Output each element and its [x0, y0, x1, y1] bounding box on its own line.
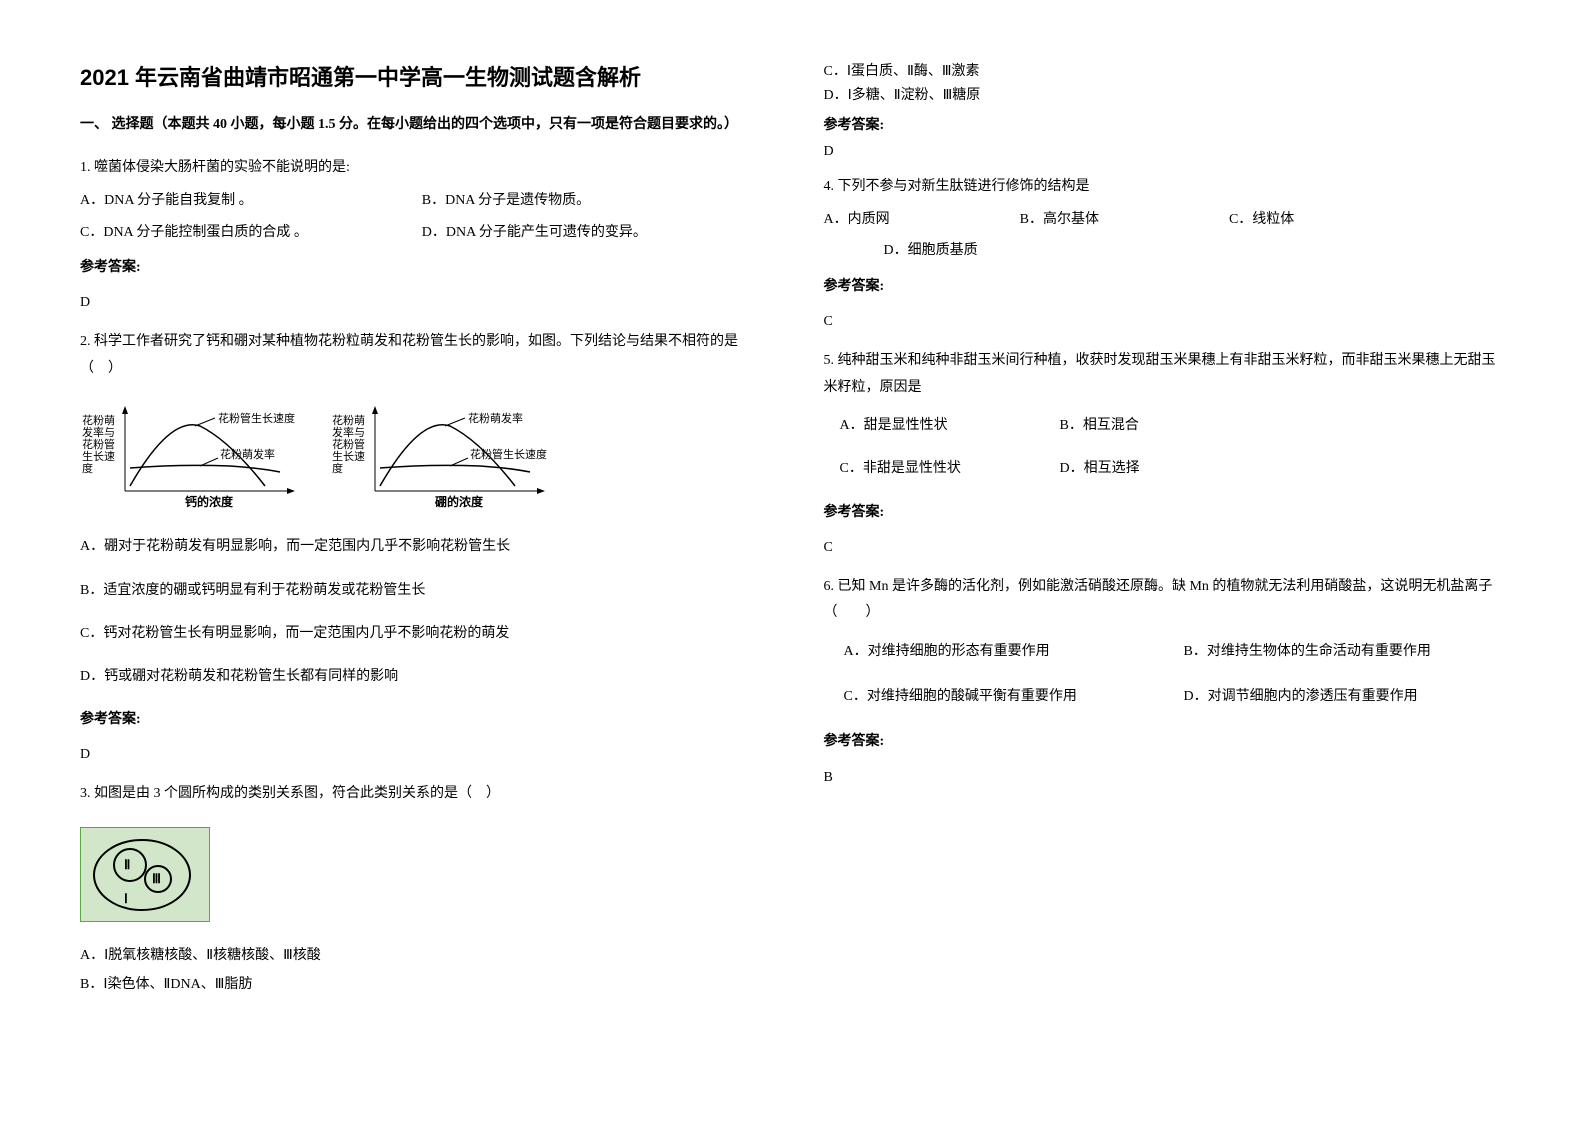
- chart-boron: 花粉萌 发率与 花粉管 生长速 度 花粉萌发率 花粉管生长速度 硼的浓度: [330, 396, 550, 516]
- q6-option-a: A．对维持细胞的形态有重要作用: [844, 639, 1184, 664]
- q3-answer-label: 参考答案:: [824, 114, 1508, 134]
- q4-option-c: C．线粒体: [1229, 207, 1294, 232]
- svg-text:发率与: 发率与: [82, 425, 115, 439]
- exam-title: 2021 年云南省曲靖市昭通第一中学高一生物测试题含解析: [80, 60, 764, 92]
- svg-text:生长速: 生长速: [332, 449, 365, 463]
- q3-option-d: D．Ⅰ多糖、Ⅱ淀粉、Ⅲ糖原: [824, 84, 1508, 104]
- left-column: 2021 年云南省曲靖市昭通第一中学高一生物测试题含解析 一、 选择题（本题共 …: [80, 60, 764, 1007]
- q2-answer-label: 参考答案:: [80, 707, 764, 732]
- svg-text:花粉管: 花粉管: [82, 437, 115, 451]
- svg-text:花粉萌: 花粉萌: [332, 413, 365, 427]
- svg-text:花粉管: 花粉管: [332, 437, 365, 451]
- svg-text:花粉管生长速度: 花粉管生长速度: [470, 447, 547, 461]
- q4-answer-label: 参考答案:: [824, 274, 1508, 299]
- q2-option-d: D．钙或硼对花粉萌发和花粉管生长都有同样的影响: [80, 664, 764, 689]
- q5-answer-label: 参考答案:: [824, 500, 1508, 525]
- q6-options: A．对维持细胞的形态有重要作用 B．对维持生物体的生命活动有重要作用 C．对维持…: [824, 639, 1508, 709]
- q3-option-c: C．Ⅰ蛋白质、Ⅱ酶、Ⅲ激素: [824, 60, 1508, 80]
- q1-answer-label: 参考答案:: [80, 255, 764, 280]
- q3-option-b: B．Ⅰ染色体、ⅡDNA、Ⅲ脂肪: [80, 972, 764, 997]
- question-6: 6. 已知 Mn 是许多酶的活化剂，例如能激活硝酸还原酶。缺 Mn 的植物就无法…: [824, 574, 1508, 790]
- question-1: 1. 噬菌体侵染大肠杆菌的实验不能说明的是: A．DNA 分子能自我复制 。 B…: [80, 155, 764, 315]
- q5-option-c: C．非甜是显性性状: [840, 456, 1060, 481]
- svg-text:Ⅲ: Ⅲ: [152, 871, 161, 886]
- section-header: 一、 选择题（本题共 40 小题，每小题 1.5 分。在每小题给出的四个选项中，…: [80, 112, 764, 137]
- q1-row2: C．DNA 分子能控制蛋白质的合成 。 D．DNA 分子能产生可遗传的变异。: [80, 220, 764, 245]
- q1-option-b: B．DNA 分子是遗传物质。: [422, 188, 764, 213]
- q4-answer: C: [824, 309, 1508, 334]
- q5-option-d: D．相互选择: [1060, 456, 1140, 481]
- q5-option-b: B．相互混合: [1060, 413, 1139, 438]
- svg-text:花粉萌发率: 花粉萌发率: [220, 447, 275, 461]
- q3-option-a: A．Ⅰ脱氧核糖核酸、Ⅱ核糖核酸、Ⅲ核酸: [80, 943, 764, 968]
- q4-option-d: D．细胞质基质: [884, 238, 1508, 263]
- svg-text:度: 度: [332, 461, 343, 475]
- svg-text:度: 度: [82, 461, 93, 475]
- q5-row2: C．非甜是显性性状 D．相互选择: [840, 456, 1508, 481]
- question-5: 5. 纯种甜玉米和纯种非甜玉米间行种植，收获时发现甜玉米果穗上有非甜玉米籽粒，而…: [824, 348, 1508, 560]
- svg-text:发率与: 发率与: [332, 425, 365, 439]
- q6-row2: C．对维持细胞的酸碱平衡有重要作用 D．对调节细胞内的渗透压有重要作用: [844, 684, 1508, 709]
- chart-calcium: 花粉萌 发率与 花粉管 生长速 度 花粉管生长速度 花粉萌发率 钙的浓度: [80, 396, 300, 516]
- q5-row1: A．甜是显性性状 B．相互混合: [840, 413, 1508, 438]
- q6-option-c: C．对维持细胞的酸碱平衡有重要作用: [844, 684, 1184, 709]
- q6-row1: A．对维持细胞的形态有重要作用 B．对维持生物体的生命活动有重要作用: [844, 639, 1508, 664]
- question-2: 2. 科学工作者研究了钙和硼对某种植物花粉粒萌发和花粉管生长的影响，如图。下列结…: [80, 329, 764, 767]
- q1-text: 1. 噬菌体侵染大肠杆菌的实验不能说明的是:: [80, 155, 764, 180]
- svg-text:花粉萌发率: 花粉萌发率: [468, 411, 523, 425]
- q2-answer: D: [80, 742, 764, 767]
- svg-text:生长速: 生长速: [82, 449, 115, 463]
- q1-option-c: C．DNA 分子能控制蛋白质的合成 。: [80, 220, 422, 245]
- svg-text:花粉管生长速度: 花粉管生长速度: [218, 411, 295, 425]
- q4-option-b: B．高尔基体: [1020, 207, 1099, 232]
- q2-text: 2. 科学工作者研究了钙和硼对某种植物花粉粒萌发和花粉管生长的影响，如图。下列结…: [80, 329, 764, 382]
- svg-text:硼的浓度: 硼的浓度: [435, 494, 484, 509]
- q2-options: A．硼对于花粉萌发有明显影响，而一定范围内几乎不影响花粉管生长 B．适宜浓度的硼…: [80, 534, 764, 689]
- q5-text: 5. 纯种甜玉米和纯种非甜玉米间行种植，收获时发现甜玉米果穗上有非甜玉米籽粒，而…: [824, 348, 1508, 401]
- question-3: 3. 如图是由 3 个圆所构成的类别关系图，符合此类别关系的是（ ） Ⅱ Ⅲ Ⅰ…: [80, 781, 764, 997]
- right-column: C．Ⅰ蛋白质、Ⅱ酶、Ⅲ激素 D．Ⅰ多糖、Ⅱ淀粉、Ⅲ糖原 参考答案: D 4. 下…: [824, 60, 1508, 1007]
- venn-diagram: Ⅱ Ⅲ Ⅰ: [80, 827, 210, 922]
- question-4: 4. 下列不参与对新生肽链进行修饰的结构是 A．内质网 B．高尔基体 C．线粒体…: [824, 174, 1508, 334]
- q1-row1: A．DNA 分子能自我复制 。 B．DNA 分子是遗传物质。: [80, 188, 764, 213]
- q2-option-b: B．适宜浓度的硼或钙明显有利于花粉萌发或花粉管生长: [80, 578, 764, 603]
- q1-option-a: A．DNA 分子能自我复制 。: [80, 188, 422, 213]
- q4-text: 4. 下列不参与对新生肽链进行修饰的结构是: [824, 174, 1508, 199]
- q6-answer: B: [824, 765, 1508, 790]
- svg-text:Ⅰ: Ⅰ: [124, 891, 128, 906]
- q3-answer: D: [824, 144, 1508, 160]
- page-container: 2021 年云南省曲靖市昭通第一中学高一生物测试题含解析 一、 选择题（本题共 …: [80, 60, 1507, 1007]
- q6-option-d: D．对调节细胞内的渗透压有重要作用: [1184, 684, 1418, 709]
- q5-answer: C: [824, 535, 1508, 560]
- q6-text: 6. 已知 Mn 是许多酶的活化剂，例如能激活硝酸还原酶。缺 Mn 的植物就无法…: [824, 574, 1508, 627]
- q4-options-row: A．内质网 B．高尔基体 C．线粒体: [824, 207, 1508, 232]
- q3-text: 3. 如图是由 3 个圆所构成的类别关系图，符合此类别关系的是（ ）: [80, 781, 764, 806]
- q1-option-d: D．DNA 分子能产生可遗传的变异。: [422, 220, 764, 245]
- q1-answer: D: [80, 290, 764, 315]
- q2-option-c: C．钙对花粉管生长有明显影响，而一定范围内几乎不影响花粉的萌发: [80, 621, 764, 646]
- q4-option-a: A．内质网: [824, 207, 890, 232]
- q2-option-a: A．硼对于花粉萌发有明显影响，而一定范围内几乎不影响花粉管生长: [80, 534, 764, 559]
- svg-text:花粉萌: 花粉萌: [82, 413, 115, 427]
- svg-text:Ⅱ: Ⅱ: [124, 857, 130, 872]
- svg-text:钙的浓度: 钙的浓度: [185, 494, 234, 509]
- chart-container: 花粉萌 发率与 花粉管 生长速 度 花粉管生长速度 花粉萌发率 钙的浓度: [80, 396, 764, 516]
- q6-answer-label: 参考答案:: [824, 729, 1508, 754]
- q5-option-a: A．甜是显性性状: [840, 413, 1060, 438]
- q6-option-b: B．对维持生物体的生命活动有重要作用: [1184, 639, 1431, 664]
